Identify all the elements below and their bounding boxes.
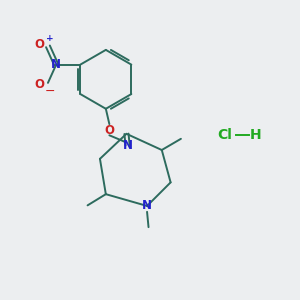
Text: H: H — [250, 128, 261, 142]
Text: N: N — [142, 200, 152, 212]
Text: O: O — [34, 78, 44, 91]
Text: O: O — [34, 38, 44, 51]
Text: N: N — [51, 58, 61, 71]
Text: +: + — [46, 34, 54, 43]
Text: N: N — [123, 139, 133, 152]
Text: Cl: Cl — [218, 128, 232, 142]
Text: O: O — [104, 124, 114, 137]
Text: −: − — [45, 85, 56, 98]
